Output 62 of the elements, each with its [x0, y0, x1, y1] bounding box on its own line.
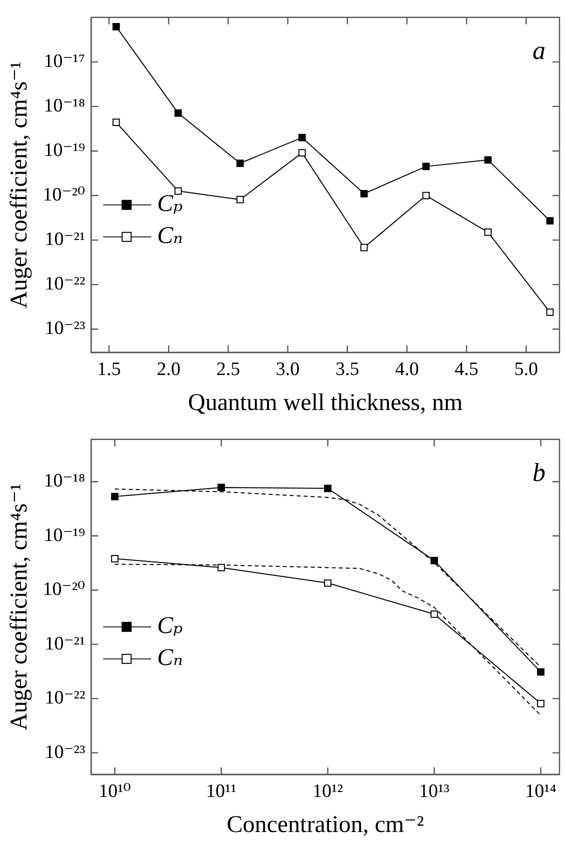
- y-tick-label: 10⁻¹⁸: [44, 470, 86, 492]
- point: [324, 484, 332, 492]
- legend-label: Cₚ: [157, 191, 184, 218]
- point: [484, 156, 492, 164]
- y-tick-label: 10⁻¹⁹: [44, 140, 86, 161]
- x-tick-label: 1.5: [97, 358, 121, 380]
- y-tick-label: 10⁻¹⁹: [44, 524, 86, 546]
- point: [112, 118, 120, 126]
- point: [111, 554, 118, 562]
- x-tick-label: 3.0: [276, 358, 300, 380]
- y-tick-label: 10⁻¹⁷: [44, 50, 86, 72]
- point: [360, 190, 368, 198]
- point: [298, 134, 306, 142]
- x-tick-label: 10¹³: [419, 780, 450, 802]
- point: [218, 484, 225, 492]
- x-axis-title: Quantum well thickness, nm: [188, 390, 463, 416]
- legend-label: Cₙ: [157, 645, 183, 672]
- point: [174, 109, 182, 117]
- point: [484, 228, 492, 236]
- point: [537, 700, 544, 708]
- x-tick-label: 10¹¹: [206, 780, 237, 802]
- point: [537, 668, 544, 676]
- x-tick-label: 4.0: [395, 358, 419, 380]
- point: [422, 192, 430, 200]
- x-tick-label: 3.5: [335, 358, 360, 380]
- point: [430, 556, 438, 564]
- y-tick-label: 10⁻¹⁸: [44, 95, 86, 116]
- point: [174, 187, 182, 195]
- point: [546, 308, 554, 316]
- y-axis-title: Auger coefficient, cm⁴s⁻¹: [6, 483, 33, 730]
- point: [218, 564, 225, 572]
- x-tick-label: 2.5: [216, 358, 240, 380]
- point: [430, 610, 438, 618]
- y-tick-label: 10⁻²⁰: [42, 579, 86, 600]
- annotation: a: [532, 36, 546, 66]
- y-tick-label: 10⁻²²: [44, 688, 86, 709]
- legend-label: Cₙ: [157, 223, 183, 250]
- point: [111, 492, 118, 500]
- y-tick-label: 10⁻²³: [44, 742, 86, 763]
- y-tick-label: 10⁻²³: [44, 318, 86, 340]
- x-tick-label: 10¹⁰: [98, 780, 132, 802]
- point: [546, 217, 554, 225]
- point: [112, 22, 120, 30]
- point: [236, 160, 244, 167]
- y-tick-label: 10⁻²²: [44, 274, 86, 295]
- x-axis-title: Concentration, cm⁻²: [226, 812, 424, 838]
- x-tick-label: 10¹²: [312, 780, 344, 802]
- y-tick-label: 10⁻²¹: [44, 633, 86, 654]
- y-tick-label: 10⁻²⁰: [42, 184, 86, 206]
- point: [236, 196, 244, 204]
- x-tick-label: 5.0: [514, 358, 538, 380]
- point: [298, 149, 306, 156]
- point: [360, 244, 368, 252]
- point: [324, 579, 332, 587]
- annotation: b: [532, 458, 546, 488]
- x-tick-label: 2.0: [156, 358, 180, 380]
- y-tick-label: 10⁻²¹: [44, 229, 86, 250]
- x-tick-label: 10¹⁴: [525, 780, 557, 802]
- y-axis-title: Auger coefficient, cm⁴s⁻¹: [6, 61, 33, 308]
- legend-label: Cₚ: [157, 613, 184, 640]
- point: [422, 162, 430, 170]
- x-tick-label: 4.5: [454, 358, 478, 380]
